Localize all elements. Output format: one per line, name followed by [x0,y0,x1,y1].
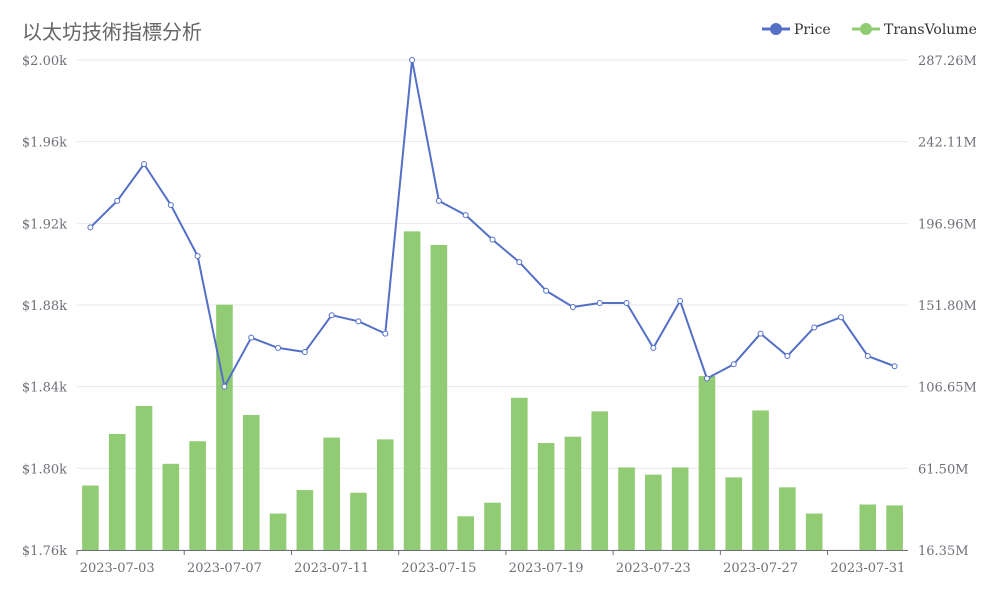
price-point [489,236,496,243]
transvolume-bar [403,231,421,550]
transvolume-bar [457,516,475,550]
grid [77,59,908,551]
price-point [275,344,282,351]
y-left-tick-label: $1.76k [22,544,67,559]
transvolume-bar [886,505,903,550]
price-point [837,314,844,321]
chart-title: 以太坊技術指標分析 [22,20,202,44]
price-point [864,353,871,360]
y-left-tick-label: $1.80k [22,462,67,477]
y-right-tick-label: 16.35M [918,544,969,559]
x-tick-label: 2023-07-27 [723,561,798,576]
price-point [248,334,255,341]
transvolume-bar [323,437,340,550]
transvolume-bar [698,376,716,550]
transvolume-bar [671,467,689,550]
transvolume-bar [135,405,153,550]
transvolume-bars [82,231,903,550]
price-point [141,161,148,168]
transvolume-bar [242,414,260,550]
price-point [114,197,121,204]
price-point [355,318,362,325]
price-point [409,57,416,63]
transvolume-bar [510,397,528,550]
transvolume-bar [376,439,394,550]
y-left-tick-label: $1.92k [22,217,67,232]
price-point [811,324,818,331]
legend-label: Price [794,22,831,38]
transvolume-bar [752,410,769,550]
transvolume-bar [805,513,823,550]
x-tick-label: 2023-07-03 [80,561,155,576]
transvolume-bar [537,443,555,550]
transvolume-bar [779,487,796,550]
y-right-tick-label: 106.65M [918,381,977,396]
price-point [730,361,737,368]
price-line [87,57,898,390]
transvolume-bar [564,436,582,550]
price-point [87,224,94,231]
price-point [516,259,523,266]
transvolume-bar [296,490,314,550]
y-left-tick-label: $2.00k [22,54,67,69]
price-point [221,383,228,390]
legend-label: TransVolume [884,22,977,38]
price-point [784,353,791,360]
price-point [623,299,630,306]
price-point [382,330,389,337]
price-point [328,312,335,319]
price-point [757,330,764,337]
y-left-tick-label: $1.84k [22,381,67,396]
transvolume-bar [591,411,609,550]
y-left-tick-label: $1.88k [22,299,67,314]
transvolume-bar [725,477,743,550]
price-point [543,287,550,294]
transvolume-bar [430,244,448,550]
y-right-tick-label: 287.26M [918,54,977,69]
x-tick-label: 2023-07-07 [187,561,262,576]
axes: $1.76k 16.35M $1.80k 61.50M $1.84k 106.65M $1.… [22,54,977,576]
legend-item-price[interactable]: Price [762,22,831,38]
price-point [891,363,898,370]
x-tick-label: 2023-07-11 [294,561,369,576]
y-right-tick-label: 61.50M [918,462,969,477]
x-tick-label: 2023-07-23 [616,561,691,576]
transvolume-bar [618,467,635,550]
transvolume-bar [216,304,233,550]
y-right-tick-label: 151.80M [918,299,977,314]
legend[interactable]: Price TransVolume [762,22,977,38]
price-point [194,253,201,259]
y-right-tick-label: 242.11M [918,136,977,151]
y-right-tick-label: 196.96M [918,217,977,232]
price-point [301,348,308,355]
transvolume-bar [162,463,180,550]
price-point [435,197,442,204]
price-point [167,201,174,208]
transvolume-bar [189,441,206,550]
transvolume-bar [645,474,662,550]
legend-item-transvolume[interactable]: TransVolume [852,22,977,38]
x-tick-label: 2023-07-19 [509,561,584,576]
price-point [569,304,576,311]
y-left-tick-label: $1.96k [22,136,67,151]
transvolume-bar [859,504,877,550]
price-point [703,375,710,382]
price-point [677,297,684,304]
x-tick-label: 2023-07-15 [401,561,476,576]
price-point [596,299,603,306]
price-point [462,212,469,219]
transvolume-bar [484,502,501,550]
transvolume-bar [82,485,99,550]
legend-circle-icon [770,23,782,35]
transvolume-bar [269,513,287,550]
transvolume-bar [350,492,367,550]
legend-circle-icon [860,23,872,35]
price-point [650,344,657,351]
x-tick-label: 2023-07-31 [830,561,905,576]
transvolume-bar [108,433,126,550]
